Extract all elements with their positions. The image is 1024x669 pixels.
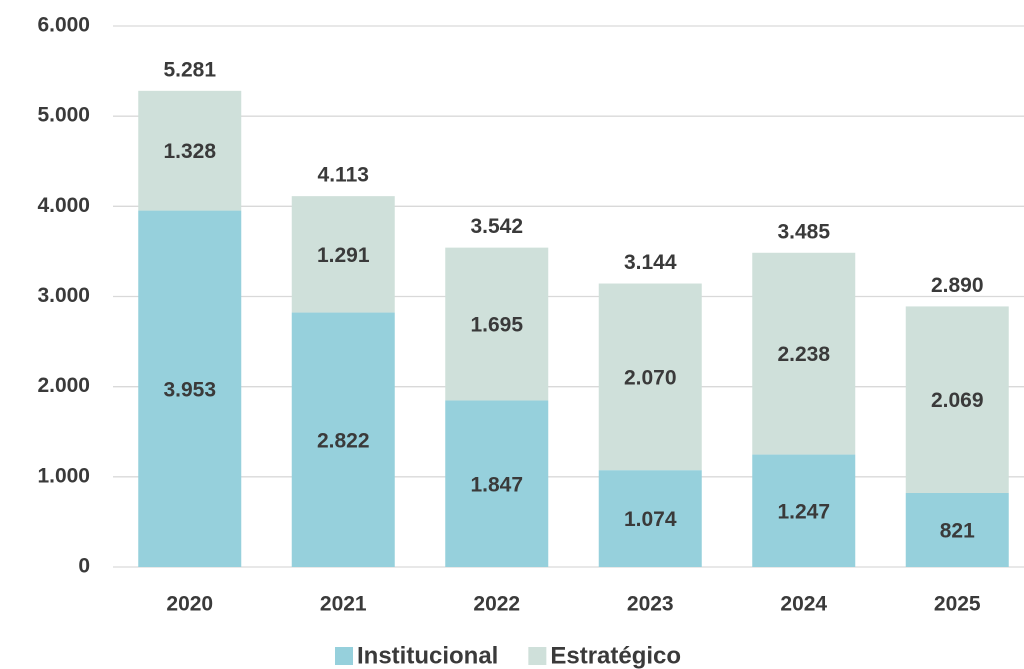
total-label: 3.485 bbox=[777, 220, 830, 243]
bar-segment bbox=[445, 247, 549, 401]
y-tick-label: 5.000 bbox=[37, 104, 90, 127]
bar-segment bbox=[598, 470, 702, 567]
bar-segment bbox=[138, 90, 242, 211]
data-label: 3.953 bbox=[163, 378, 216, 401]
bar-segment bbox=[598, 283, 702, 471]
x-tick-label: 2021 bbox=[320, 593, 367, 616]
x-tick-label: 2025 bbox=[934, 593, 981, 616]
y-tick-label: 0 bbox=[78, 555, 90, 578]
total-label: 2.890 bbox=[931, 274, 984, 297]
bar-segment bbox=[445, 400, 549, 567]
bar-segment bbox=[905, 306, 1009, 493]
data-label: 1.328 bbox=[163, 140, 216, 163]
data-label: 821 bbox=[940, 520, 975, 543]
data-label: 2.238 bbox=[777, 343, 830, 366]
bar-segment bbox=[905, 492, 1009, 567]
total-label: 4.113 bbox=[318, 164, 369, 187]
data-label: 1.695 bbox=[470, 314, 523, 337]
total-label: 3.144 bbox=[624, 251, 677, 274]
total-label: 3.542 bbox=[470, 215, 523, 238]
bar-segment bbox=[138, 210, 242, 567]
x-tick-label: 2024 bbox=[780, 593, 827, 616]
data-label: 2.822 bbox=[317, 429, 370, 452]
bar-segment bbox=[752, 252, 856, 455]
data-label: 1.074 bbox=[624, 508, 677, 531]
data-label: 1.247 bbox=[777, 500, 830, 523]
y-tick-label: 3.000 bbox=[37, 284, 90, 307]
bar-segment bbox=[291, 312, 395, 567]
data-label: 1.291 bbox=[317, 244, 370, 267]
bar-segment bbox=[291, 196, 395, 313]
legend-swatch bbox=[528, 647, 547, 665]
y-tick-label: 6.000 bbox=[37, 14, 90, 37]
legend-label: Estratégico bbox=[550, 642, 681, 669]
x-tick-label: 2023 bbox=[627, 593, 674, 616]
y-tick-label: 1.000 bbox=[37, 464, 90, 487]
legend-label: Institucional bbox=[357, 642, 498, 669]
data-label: 1.847 bbox=[470, 473, 523, 496]
total-label: 5.281 bbox=[163, 58, 216, 81]
legend-swatch bbox=[335, 647, 353, 665]
bar-segment bbox=[752, 454, 856, 567]
x-tick-label: 2022 bbox=[473, 593, 520, 616]
y-tick-label: 2.000 bbox=[37, 374, 90, 397]
data-label: 2.070 bbox=[624, 366, 677, 389]
y-tick-label: 4.000 bbox=[37, 194, 90, 217]
x-tick-label: 2020 bbox=[166, 593, 213, 616]
data-label: 2.069 bbox=[931, 389, 984, 412]
